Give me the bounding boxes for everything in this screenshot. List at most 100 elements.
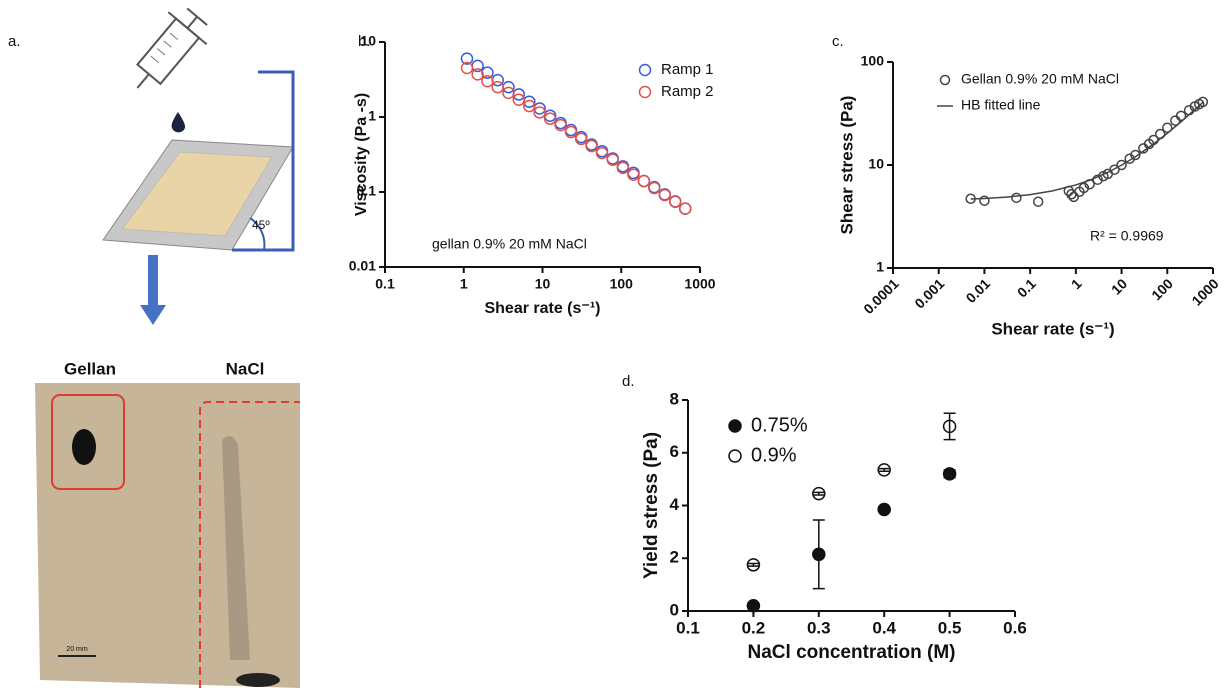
panel-label: d.	[622, 373, 635, 390]
legend-swatch	[638, 63, 652, 77]
photo-label: Gellan	[64, 359, 116, 378]
data-point	[942, 419, 957, 434]
syringe	[136, 7, 208, 89]
x-tick-label: 0.3	[807, 618, 831, 637]
error-bar	[812, 491, 825, 496]
data-point	[637, 174, 651, 188]
data-point	[877, 463, 891, 477]
y-tick-label: 0.1	[357, 183, 377, 199]
x-tick-label: 0.1	[676, 618, 700, 637]
y-tick-label: 10	[360, 33, 376, 49]
angle-label: 45º	[252, 218, 270, 232]
data-point	[574, 132, 588, 146]
y-tick-label: 8	[670, 389, 679, 408]
data-point	[1011, 192, 1022, 204]
x-tick-label: 1	[460, 276, 468, 292]
photo	[35, 383, 300, 688]
data-point	[627, 168, 640, 181]
annotation: gellan 0.9% 20 mM NaCl	[432, 236, 587, 252]
data-point	[460, 61, 474, 75]
y-tick-label: 2	[670, 548, 679, 567]
data-point	[679, 202, 692, 215]
error-bar	[747, 562, 760, 567]
x-tick-label: 0.0001	[860, 275, 902, 317]
panel-a: a. 45º Gellan NaCl 20 mm	[8, 7, 300, 688]
panel-label: a.	[8, 33, 21, 50]
highlight-box	[199, 401, 300, 688]
data-point	[942, 467, 957, 481]
data-point	[746, 558, 761, 572]
y-tick-label: 0	[670, 600, 679, 619]
data-point	[877, 502, 891, 517]
data-point	[648, 181, 661, 195]
nacl-pool	[236, 673, 280, 687]
annotation: R² = 0.9969	[1090, 228, 1164, 244]
y-axis-title: Shear stress (Pa)	[837, 96, 856, 235]
panel-label: b.	[358, 33, 371, 50]
legend-label: HB fitted line	[961, 97, 1041, 113]
x-tick-label: 0.6	[1003, 618, 1027, 637]
x-tick-label: 0.2	[742, 618, 766, 637]
data-point	[471, 68, 484, 81]
sample	[121, 151, 273, 237]
data-point	[564, 125, 578, 139]
data-point	[1032, 196, 1044, 207]
x-axis-title: Shear rate (s⁻¹)	[991, 319, 1114, 338]
x-tick-label: 1000	[1188, 275, 1221, 308]
data-point	[1175, 110, 1187, 122]
data-point	[481, 66, 494, 79]
data-point	[1197, 96, 1209, 108]
x-tick-label: 0.5	[938, 618, 962, 637]
legend-label: Ramp 2	[661, 83, 714, 100]
photo-label: NaCl	[226, 359, 265, 378]
legend-label: 0.75%	[751, 414, 808, 436]
legend-swatch	[728, 419, 742, 433]
x-tick-label: 0.1	[1014, 275, 1039, 300]
drop	[171, 112, 186, 133]
data-point	[554, 118, 567, 132]
gellan-drop	[72, 429, 96, 465]
data-point	[979, 195, 990, 206]
angle-arc	[249, 217, 266, 251]
highlight-box	[51, 394, 125, 490]
y-tick-label: 1	[368, 108, 376, 124]
panel-label: c.	[832, 33, 844, 50]
x-tick-label: 1	[1068, 275, 1085, 292]
legend-swatch	[638, 85, 652, 99]
error-bar	[943, 412, 956, 441]
data-point	[491, 80, 504, 94]
data-point	[812, 486, 826, 501]
scale-label: 20 mm	[66, 646, 88, 653]
data-point	[606, 153, 620, 166]
data-point	[585, 139, 598, 153]
data-point	[543, 112, 557, 125]
data-point	[1162, 122, 1173, 133]
y-axis-title: Yield stress (Pa)	[641, 432, 662, 579]
x-tick-label: 10	[535, 276, 551, 292]
data-point	[669, 195, 682, 209]
legend-swatch	[939, 74, 951, 86]
x-tick-label: 100	[610, 276, 634, 292]
data-point	[523, 99, 536, 113]
legend-label: Ramp 1	[661, 61, 714, 78]
x-tick-label: 0.001	[911, 275, 947, 311]
legend-label: 0.9%	[751, 444, 797, 466]
data-point	[746, 598, 761, 613]
legend-swatch	[728, 449, 742, 463]
data-point	[481, 74, 494, 88]
data-point	[595, 146, 609, 160]
y-tick-label: 10	[868, 156, 884, 172]
x-axis-title: Shear rate (s⁻¹)	[484, 300, 600, 317]
arrow-head	[140, 305, 166, 325]
y-tick-label: 4	[670, 495, 680, 514]
data-point	[512, 93, 526, 106]
data-point	[1109, 164, 1120, 175]
fit-line	[970, 101, 1204, 200]
data-point	[658, 188, 672, 202]
data-point	[616, 161, 630, 175]
error-bar	[878, 467, 891, 472]
x-tick-label: 0.01	[963, 275, 994, 306]
legend-label: Gellan 0.9% 20 mM NaCl	[961, 71, 1119, 87]
angle-frame	[232, 70, 295, 252]
